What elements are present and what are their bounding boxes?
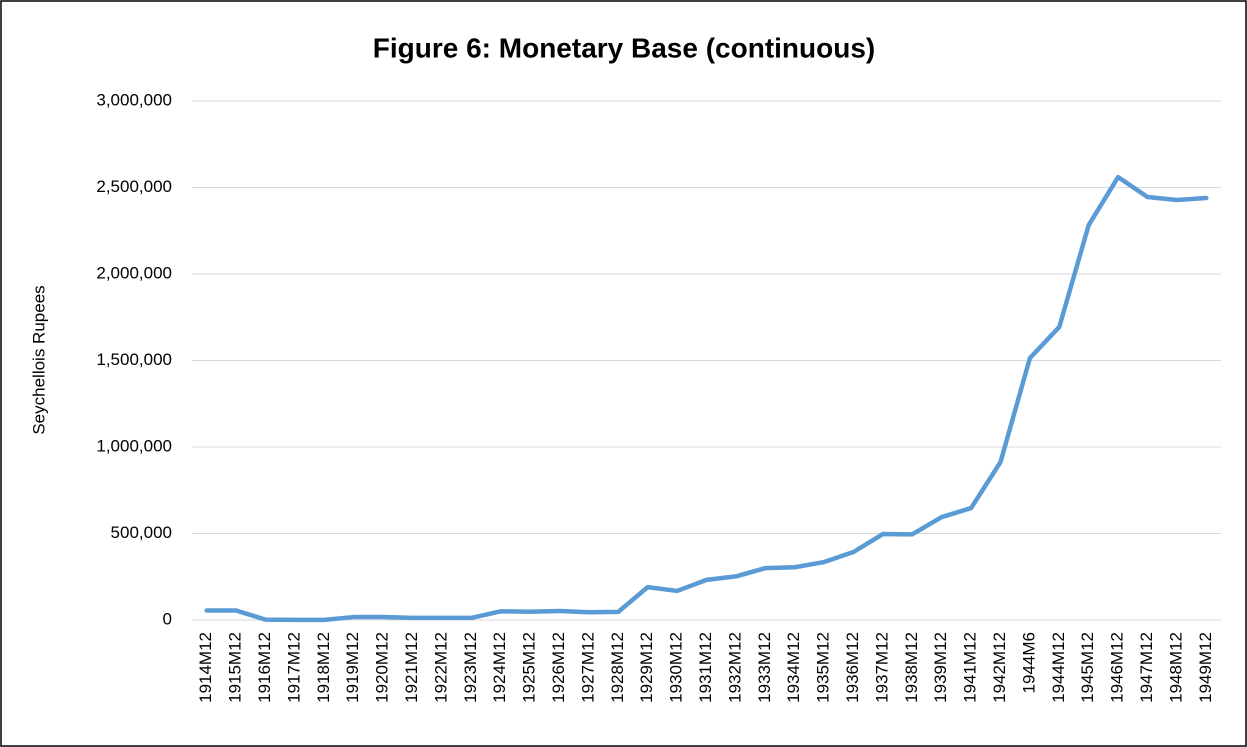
x-tick-label: 1915M12 <box>226 632 245 703</box>
x-tick-label: 1927M12 <box>578 632 597 703</box>
x-tick-label: 1923M12 <box>461 632 480 703</box>
x-tick-label: 1938M12 <box>902 632 921 703</box>
x-tick-label: 1936M12 <box>843 632 862 703</box>
x-tick-label: 1935M12 <box>814 632 833 703</box>
x-tick-label: 1944M6 <box>1019 632 1038 693</box>
x-tick-label: 1942M12 <box>990 632 1009 703</box>
x-tick-label: 1945M12 <box>1078 632 1097 703</box>
y-tick-label: 1,500,000 <box>96 350 172 369</box>
x-tick-label: 1941M12 <box>961 632 980 703</box>
x-tick-label: 1949M12 <box>1196 632 1215 703</box>
x-tick-label: 1933M12 <box>755 632 774 703</box>
y-axis-label: Seychellois Rupees <box>29 285 48 434</box>
y-tick-label: 2,500,000 <box>96 177 172 196</box>
x-tick-label: 1931M12 <box>696 632 715 703</box>
x-tick-label: 1947M12 <box>1137 632 1156 703</box>
x-tick-label: 1920M12 <box>373 632 392 703</box>
x-tick-label: 1916M12 <box>255 632 274 703</box>
x-tick-label: 1939M12 <box>931 632 950 703</box>
x-tick-label: 1917M12 <box>284 632 303 703</box>
x-tick-label: 1922M12 <box>431 632 450 703</box>
x-tick-label: 1930M12 <box>667 632 686 703</box>
x-tick-label: 1921M12 <box>402 632 421 703</box>
x-tick-label: 1924M12 <box>490 632 509 703</box>
x-tick-label: 1948M12 <box>1166 632 1185 703</box>
y-tick-label: 500,000 <box>111 523 172 542</box>
x-tick-label: 1925M12 <box>520 632 539 703</box>
x-tick-label: 1928M12 <box>608 632 627 703</box>
x-tick-label: 1946M12 <box>1108 632 1127 703</box>
x-tick-label: 1918M12 <box>314 632 333 703</box>
chart-title: Figure 6: Monetary Base (continuous) <box>373 32 876 63</box>
y-tick-label: 1,000,000 <box>96 436 172 455</box>
x-tick-label: 1929M12 <box>637 632 656 703</box>
line-series <box>204 174 1209 623</box>
x-tick-label: 1934M12 <box>784 632 803 703</box>
x-tick-label: 1944M12 <box>1049 632 1068 703</box>
y-tick-label: 3,000,000 <box>96 90 172 109</box>
y-tick-label: 0 <box>163 609 172 628</box>
x-tick-label: 1919M12 <box>343 632 362 703</box>
x-tick-label: 1914M12 <box>196 632 215 703</box>
x-tick-label: 1937M12 <box>872 632 891 703</box>
x-tick-label: 1932M12 <box>725 632 744 703</box>
x-tick-label: 1926M12 <box>549 632 568 703</box>
y-tick-label: 2,000,000 <box>96 263 172 282</box>
